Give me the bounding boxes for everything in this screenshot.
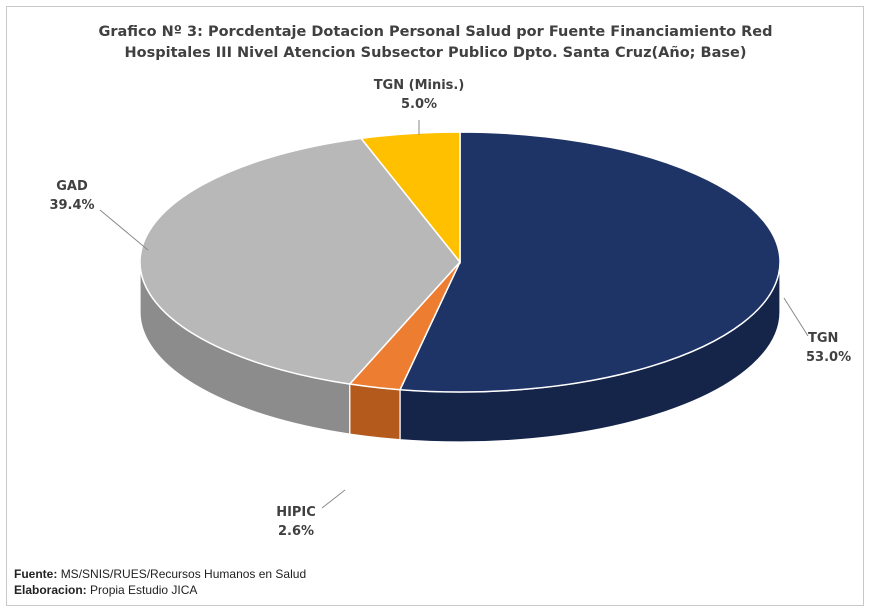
- chart-title: Grafico Nº 3: Porcdentaje Dotacion Perso…: [0, 22, 871, 64]
- slice-value-hipic: 2.6%: [278, 524, 314, 539]
- leader-gad: [99, 209, 149, 251]
- chart-title-line-2: Hospitales III Nivel Atencion Subsector …: [124, 45, 747, 61]
- footer-credit-label: Elaboracion:: [14, 583, 87, 597]
- leader-hipic: [321, 489, 346, 509]
- leader-tgn: [783, 297, 809, 337]
- slice-side-hipic: [349, 383, 401, 441]
- slice-value-tgn-minis: 5.0%: [401, 97, 437, 112]
- chart-footer: Fuente: MS/SNIS/RUES/Recursos Humanos en…: [14, 566, 306, 598]
- slice-tgn: [398, 131, 781, 393]
- footer-credit: Elaboracion: Propia Estudio JICA: [14, 582, 306, 598]
- footer-source-text: MS/SNIS/RUES/Recursos Humanos en Salud: [60, 567, 307, 581]
- pie-tops: [139, 131, 781, 393]
- chart-title-line-1: Grafico Nº 3: Porcdentaje Dotacion Perso…: [98, 24, 773, 40]
- slice-gad: [139, 137, 461, 385]
- slice-label-hipic: HIPIC: [276, 505, 316, 520]
- slice-tgn-minis: [359, 131, 461, 265]
- slice-label-tgn: TGN: [808, 331, 838, 346]
- footer-source-label: Fuente:: [14, 567, 58, 581]
- slice-label-tgn-minis: TGN (Minis.): [374, 78, 465, 93]
- slice-value-gad: 39.4%: [49, 198, 94, 213]
- slice-value-tgn: 53.0%: [806, 350, 851, 365]
- footer-source: Fuente: MS/SNIS/RUES/Recursos Humanos en…: [14, 566, 306, 582]
- leader-lines: [99, 120, 809, 509]
- slice-label-gad: GAD: [56, 179, 88, 194]
- footer-credit-text: Propia Estudio JICA: [90, 583, 198, 597]
- slice-labels: TGN 53.0% HIPIC 2.6% GAD 39.4% TGN (Minis.) 5.0…: [49, 78, 851, 539]
